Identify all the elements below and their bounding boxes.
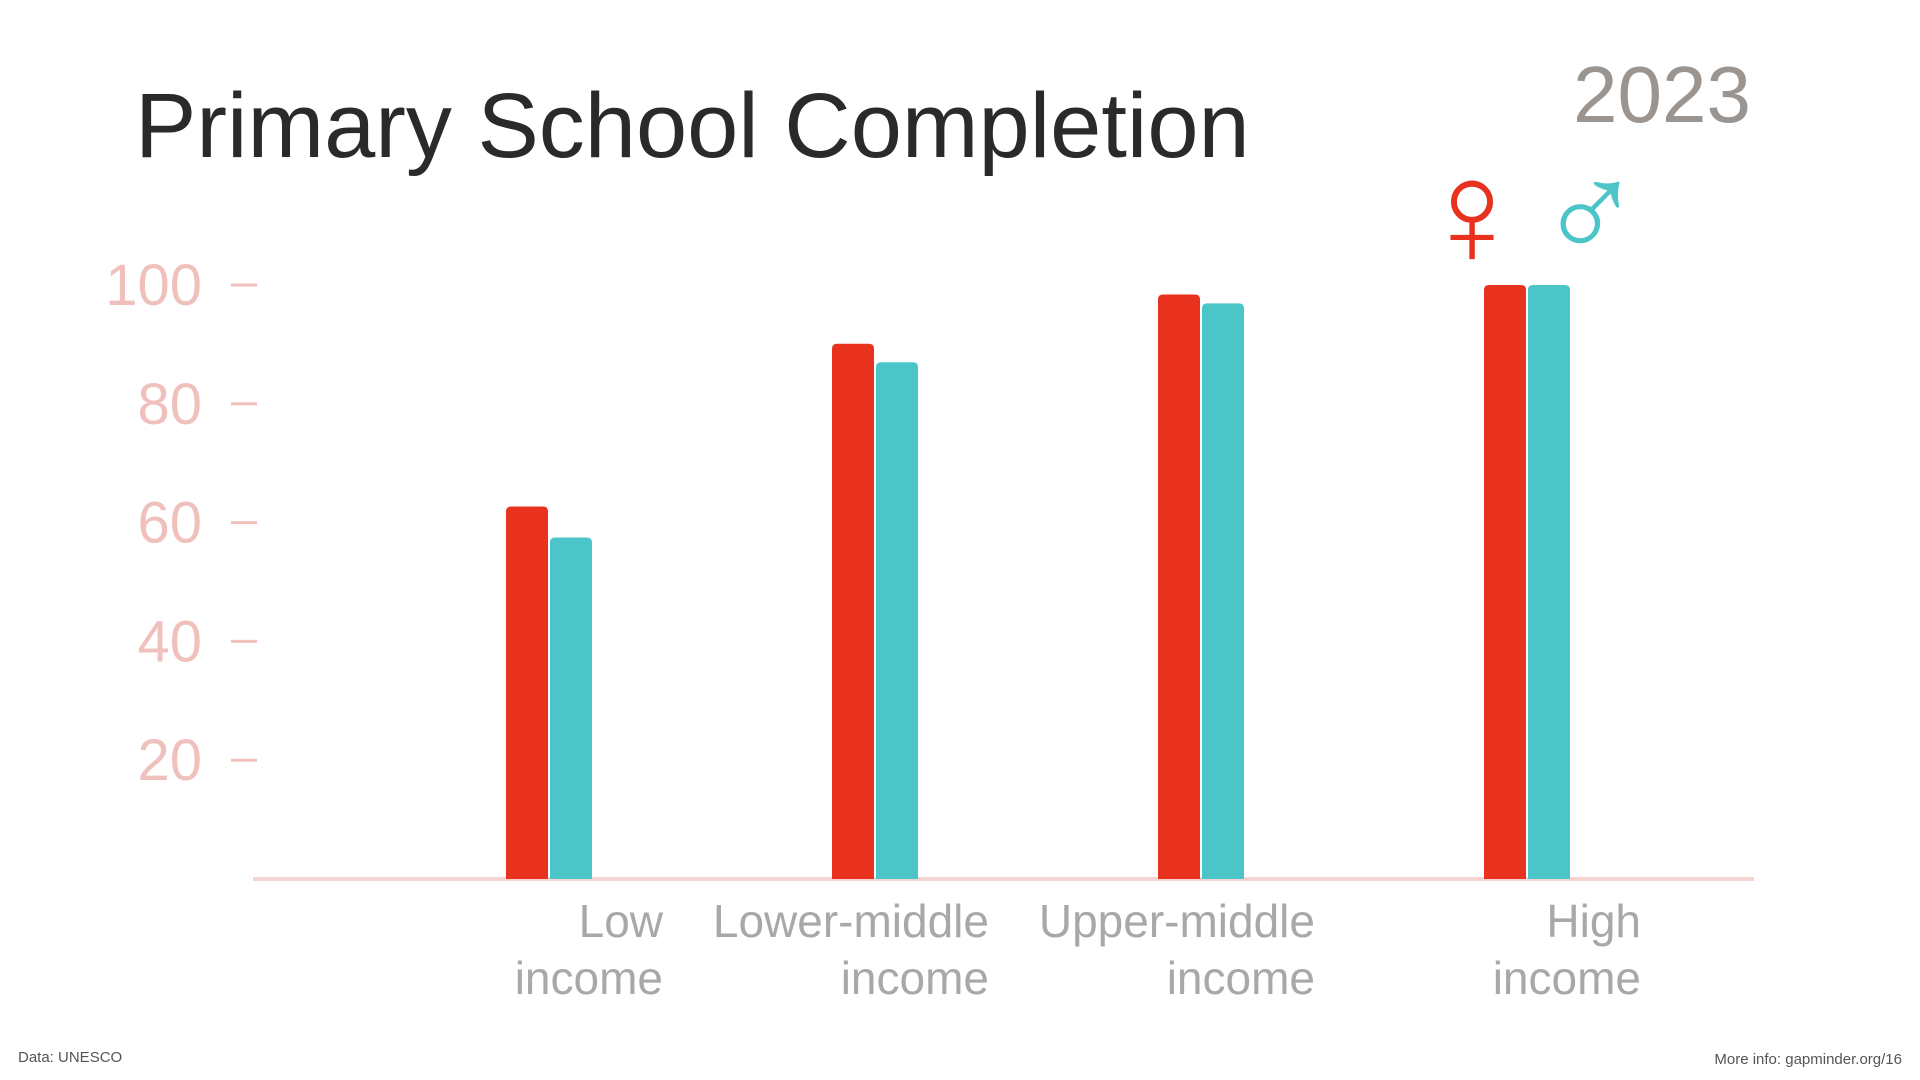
y-tick-label: 20	[137, 728, 202, 793]
y-tick-label: 100	[105, 253, 202, 318]
footer: More info: gapminder.org/16	[1714, 1051, 1902, 1068]
x-tick-label: income	[841, 952, 989, 1004]
x-tick-label: Upper-middle	[1039, 895, 1315, 947]
x-tick-label: High	[1546, 895, 1641, 947]
bar	[832, 343, 874, 879]
x-tick-label: income	[515, 952, 663, 1004]
bar	[1484, 285, 1526, 879]
year: 2023	[1573, 50, 1751, 139]
bar	[876, 362, 918, 880]
source: Data: UNESCO	[18, 1049, 122, 1066]
y-tick-label: 40	[137, 609, 202, 674]
x-tick-label: Lower-middle	[713, 895, 989, 947]
x-tick-label: income	[1493, 952, 1641, 1004]
chart-title: Primary School Completion	[135, 75, 1250, 177]
x-tick-label: income	[1167, 952, 1315, 1004]
bar	[1528, 285, 1570, 879]
legend-symbol: ♂	[1538, 128, 1643, 285]
bar	[1158, 294, 1200, 879]
legend-symbol: ♀	[1416, 129, 1529, 297]
bar	[550, 537, 592, 879]
bar	[506, 506, 548, 879]
y-tick-label: 80	[137, 372, 202, 437]
x-tick-label: Low	[579, 895, 664, 947]
y-tick-label: 60	[137, 491, 202, 556]
bar	[1202, 303, 1244, 879]
